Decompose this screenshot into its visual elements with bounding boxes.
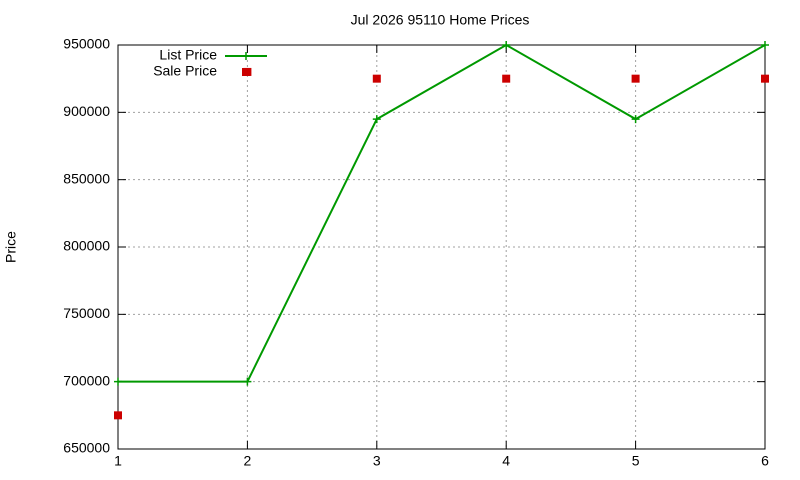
data-point xyxy=(114,377,122,386)
plot-border xyxy=(117,44,766,450)
y-tick-label: 900000 xyxy=(63,103,110,119)
y-tick-label: 650000 xyxy=(63,440,110,456)
legend-marker xyxy=(242,52,250,60)
y-tick-label: 700000 xyxy=(63,372,110,388)
y-tick-label: 850000 xyxy=(63,170,110,186)
series-line xyxy=(118,43,766,383)
legend-label: List Price xyxy=(159,47,217,63)
chart-title: Jul 2026 95110 Home Prices xyxy=(351,12,530,28)
x-tick-label: 1 xyxy=(114,453,122,469)
x-tick-label: 2 xyxy=(244,453,252,469)
legend-marker xyxy=(242,68,250,76)
data-point xyxy=(502,41,511,49)
x-tick-label: 5 xyxy=(632,453,640,469)
y-axis-label: Price xyxy=(3,231,19,263)
data-point xyxy=(243,377,252,386)
legend-label: Sale Price xyxy=(153,63,217,79)
y-tick-label: 750000 xyxy=(63,305,110,321)
y-tick-label: 800000 xyxy=(63,238,110,254)
x-tick-label: 4 xyxy=(502,453,510,469)
data-point xyxy=(502,74,511,83)
data-point xyxy=(631,74,640,83)
data-point xyxy=(372,74,381,83)
x-tick-label: 3 xyxy=(373,453,381,469)
data-point xyxy=(761,74,769,83)
data-point xyxy=(631,115,640,124)
x-tick-label: 6 xyxy=(761,453,769,469)
data-point xyxy=(761,41,769,49)
data-point xyxy=(114,411,122,420)
data-point xyxy=(372,115,381,124)
y-tick-label: 950000 xyxy=(63,36,110,52)
